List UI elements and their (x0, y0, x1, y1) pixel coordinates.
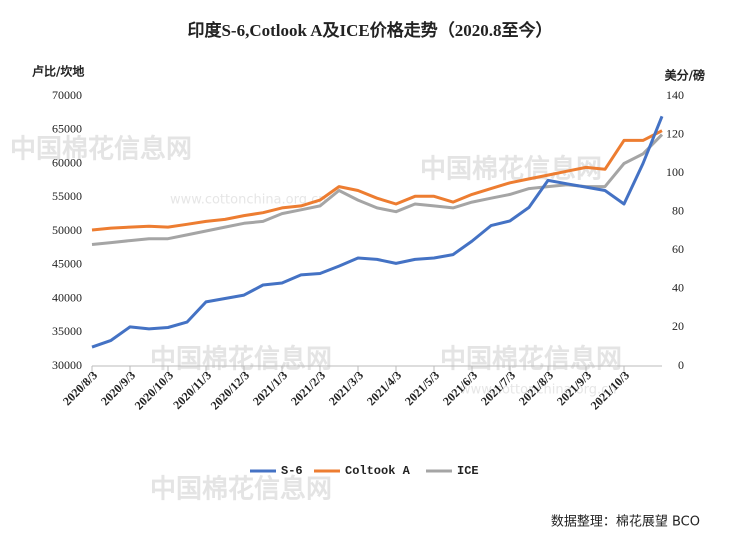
y-tick-label: 35000 (52, 324, 82, 338)
y-tick-label: 70000 (52, 88, 82, 102)
y2-tick-label: 140 (666, 88, 684, 102)
y-tick-label: 45000 (52, 257, 82, 271)
y-tick-label: 55000 (52, 189, 82, 203)
y-tick-label: 40000 (52, 290, 82, 304)
source: 数据整理：棉花展望 BCO (551, 514, 700, 530)
x-tick-label: 2021/4/3 (364, 368, 404, 408)
y-axis-label: 卢比/坎地 (32, 64, 84, 79)
series-line (91, 115, 664, 349)
y2-tick-label: 0 (678, 358, 684, 372)
watermark: 中国棉花信息网 (150, 474, 332, 505)
x-tick-label: 2020/10/3 (132, 368, 176, 412)
watermark: 中国棉花信息网 (150, 344, 332, 375)
x-tick-label: 2020/8/3 (60, 368, 100, 408)
watermark-url: www.cottonchina.org.cn (170, 193, 327, 208)
y2-tick-label: 80 (672, 203, 684, 217)
y2-tick-label: 20 (672, 319, 684, 333)
y-tick-label: 60000 (52, 155, 82, 169)
y2-tick-label: 40 (672, 281, 684, 295)
y2-tick-label: 120 (666, 126, 684, 140)
legend-label: Coltook A (345, 464, 411, 478)
legend-label: ICE (457, 464, 479, 478)
watermark: 中国棉花信息网 (440, 344, 622, 375)
watermark-url: www.cottonchina.org.cn (460, 383, 617, 398)
y2-axis-label: 美分/磅 (665, 68, 705, 83)
chart-title: 印度S-6,Cotlook A及ICE价格走势（2020.8至今） (187, 20, 552, 40)
y-tick-label: 30000 (52, 358, 82, 372)
y-tick-label: 50000 (52, 223, 82, 237)
x-tick-label: 2020/11/3 (170, 368, 214, 412)
series-line (91, 129, 663, 232)
y2-tick-label: 100 (666, 165, 684, 179)
x-tick-label: 2020/12/3 (208, 368, 252, 412)
x-tick-label: 2021/5/3 (402, 368, 442, 408)
y-tick-label: 65000 (52, 122, 82, 136)
watermark: 中国棉花信息网 (10, 134, 192, 165)
legend-label: S-6 (281, 464, 303, 478)
y2-tick-label: 60 (672, 242, 684, 256)
